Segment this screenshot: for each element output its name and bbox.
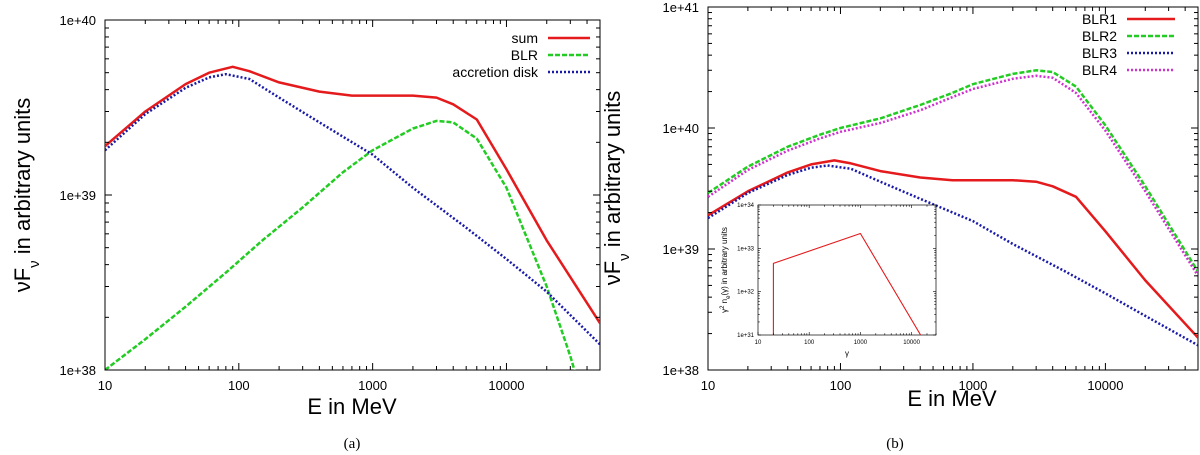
panel-a-x-tick-label: 1000 [358, 378, 387, 393]
panel-b-x-tick-label: 10000 [1087, 378, 1123, 393]
panel-a-x-axis-label: E in MeV [307, 394, 397, 419]
panel-a-y-tick-label: 1e+39 [59, 188, 96, 203]
panel-b-legend-label: BLR1 [1082, 11, 1117, 27]
inset-x-tick-label: 10000 [903, 340, 920, 346]
panel-b-series-blr4 [708, 74, 1198, 277]
panel-b-y-tick-label: 1e+39 [662, 242, 699, 257]
inset-y-tick-label: 1e+33 [737, 246, 755, 252]
panel-b-x-tick-label: 100 [830, 378, 852, 393]
panel-b-legend-label: BLR2 [1082, 28, 1117, 44]
inset-y-tick-label: 1e+31 [737, 333, 755, 339]
panel-b-series-blr1 [708, 159, 1198, 339]
inset-series-electron-spectrum [772, 232, 922, 335]
panel-a-y-axis-label: νFν in arbitrary units [10, 98, 43, 293]
panel-a-series-blr [105, 119, 576, 370]
panel-a-y-tick-label: 1e+38 [59, 363, 96, 378]
inset-y-tick-label: 1e+32 [737, 290, 755, 296]
inset-x-tick-label: 10 [755, 340, 762, 346]
panel-a-series-sum [105, 65, 600, 324]
panel-b-series-blr2 [708, 69, 1198, 273]
panel-b-plot-frame [707, 6, 1199, 371]
panel-a-caption: (a) [344, 436, 361, 452]
inset-y-axis-label: γ2 ne(γ) in arbitrary units [720, 227, 732, 313]
panel-a-series-accretion-disk [105, 72, 600, 346]
panel-b-x-tick-label: 1000 [958, 378, 987, 393]
panel-a-y-tick-label: 1e+40 [59, 13, 96, 28]
panel-b-y-tick-label: 1e+40 [662, 121, 699, 136]
panel-a-legend-label: sum [512, 30, 538, 46]
panel-a-legend-label: BLR [511, 47, 538, 63]
panel-b-legend-label: BLR3 [1082, 45, 1117, 61]
panel-a-chart: 10 100 1000 10000 1e+38 1e+39 1e+40 sumBLRaccr… [10, 13, 601, 452]
panel-a-x-tick-label: 10000 [488, 378, 524, 393]
inset-x-tick-label: 100 [804, 340, 815, 346]
panel-b-legend-label: BLR4 [1082, 62, 1117, 78]
panel-b-y-axis-label: νFν in arbitrary units [600, 91, 633, 286]
panel-b-y-tick-label: 1e+38 [662, 363, 699, 378]
inset-x-tick-label: 1000 [854, 340, 868, 346]
inset-plot-frame [757, 204, 937, 336]
panel-b-x-axis-label: E in MeV [907, 386, 997, 411]
panel-b-y-tick-label: 1e+41 [662, 0, 699, 15]
inset-x-axis-label: γ [845, 349, 849, 358]
panel-b-inset-chart: 10 100 1000 10000 1e+31 1e+32 1e+33 1e+34 γ γ2 … [720, 203, 937, 358]
inset-y-tick-label: 1e+34 [737, 203, 755, 209]
panel-b-x-tick-label: 10 [701, 378, 715, 393]
panel-b-caption: (b) [886, 436, 904, 452]
panel-a-x-tick-label: 10 [98, 378, 112, 393]
panel-b-series-blr3 [708, 164, 1198, 347]
panel-a-x-tick-label: 100 [228, 378, 250, 393]
panel-a-legend-label: accretion disk [452, 64, 539, 80]
